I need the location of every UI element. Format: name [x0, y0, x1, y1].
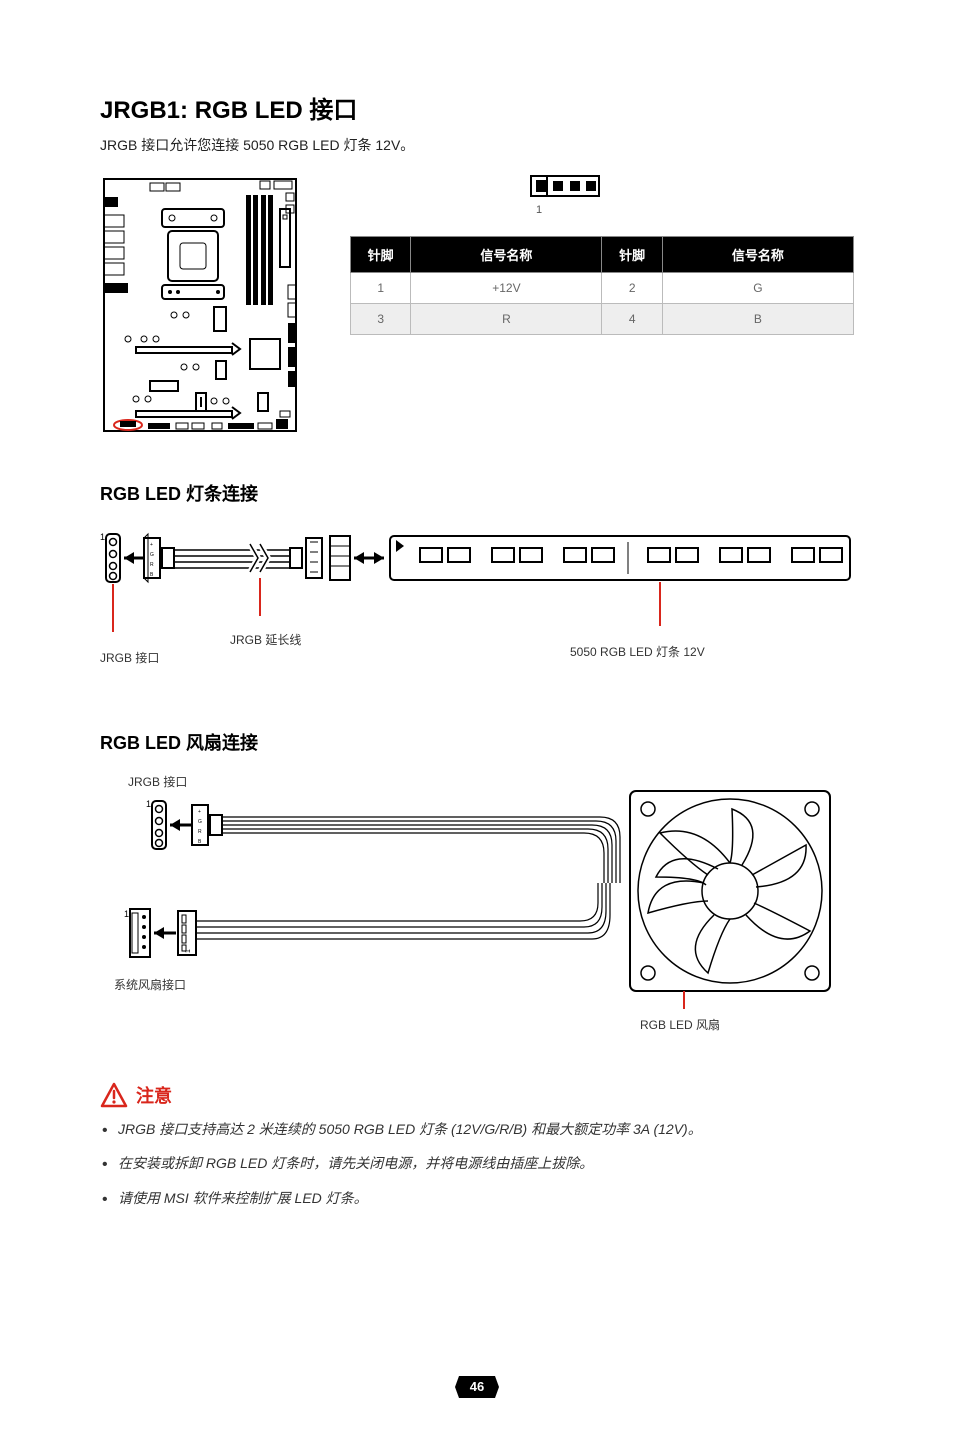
table-row: 1 +12V 2 G	[351, 273, 854, 304]
th-pin: 针脚	[351, 237, 411, 273]
intro-text: JRGB 接口允许您连接 5050 RGB LED 灯条 12V。	[100, 135, 854, 155]
notice-title: 注意	[136, 1082, 172, 1108]
svg-text:1: 1	[185, 949, 192, 953]
cell: B	[662, 304, 853, 335]
pin1-label: 1	[100, 532, 105, 542]
cell: 3	[351, 304, 411, 335]
strip-diagram: 1 + G R B	[100, 524, 854, 689]
notice-header: 注意	[100, 1082, 854, 1108]
cell: 4	[602, 304, 662, 335]
cell: +12V	[411, 273, 602, 304]
section-strip-title: RGB LED 灯条连接	[100, 480, 854, 506]
jrgb-port-label: JRGB 接口	[100, 649, 159, 666]
svg-text:1: 1	[146, 799, 151, 809]
fan-label: RGB LED 风扇	[640, 1016, 720, 1033]
page-number: 46	[470, 1379, 484, 1394]
notice-item: 在安装或拆卸 RGB LED 灯条时，请先关闭电源，并将电源线由插座上拔除。	[100, 1152, 854, 1174]
fan-diagram: 1 + G R B 1	[100, 773, 854, 1042]
sysfan-label: 系统风扇接口	[114, 976, 186, 993]
th-pin2: 针脚	[602, 237, 662, 273]
th-signal: 信号名称	[411, 237, 602, 273]
th-signal2: 信号名称	[662, 237, 853, 273]
notice-item: 请使用 MSI 软件来控制扩展 LED 灯条。	[100, 1187, 854, 1209]
cell: G	[662, 273, 853, 304]
table-row: 3 R 4 B	[351, 304, 854, 335]
svg-text:+: +	[150, 542, 153, 548]
svg-text:+: +	[198, 809, 201, 815]
strip-label: 5050 RGB LED 灯条 12V	[570, 643, 705, 660]
svg-text:R: R	[150, 562, 154, 568]
connector-pin1-label: 1	[536, 204, 854, 216]
section-fan-title: RGB LED 风扇连接	[100, 729, 854, 755]
warning-icon	[100, 1082, 128, 1108]
svg-text:G: G	[150, 552, 154, 558]
cell: R	[411, 304, 602, 335]
cell: 1	[351, 273, 411, 304]
svg-text:1: 1	[124, 909, 129, 919]
notice-list: JRGB 接口支持高达 2 米连续的 5050 RGB LED 灯条 (12V/…	[100, 1118, 854, 1209]
ext-cable-label: JRGB 延长线	[230, 631, 301, 648]
page-number-badge: 46	[455, 1372, 499, 1402]
jrgb-port-label-fan: JRGB 接口	[128, 773, 187, 790]
motherboard-diagram	[100, 175, 300, 440]
svg-text:R: R	[198, 829, 202, 835]
page-title: JRGB1: RGB LED 接口	[100, 90, 854, 125]
connector-diagram: 1	[530, 175, 854, 216]
cell: 2	[602, 273, 662, 304]
pin-table: 针脚 信号名称 针脚 信号名称 1 +12V 2 G 3 R 4 B	[350, 236, 854, 335]
top-row: 1 针脚 信号名称 针脚 信号名称 1 +12V 2 G 3	[100, 175, 854, 440]
svg-text:G: G	[198, 819, 202, 825]
connector-and-table: 1 针脚 信号名称 针脚 信号名称 1 +12V 2 G 3	[350, 175, 854, 335]
notice-item: JRGB 接口支持高达 2 米连续的 5050 RGB LED 灯条 (12V/…	[100, 1118, 854, 1140]
